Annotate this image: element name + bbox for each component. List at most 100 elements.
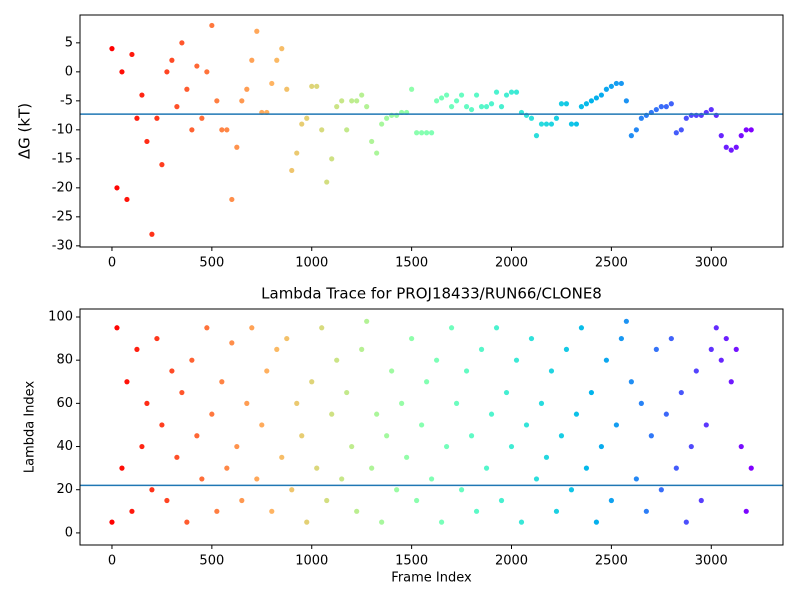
point <box>558 433 565 439</box>
y-tick-label: -15 <box>52 151 73 166</box>
point <box>309 379 315 385</box>
point <box>433 357 440 363</box>
point <box>563 346 570 352</box>
point <box>628 133 634 139</box>
x-tick-label: 2000 <box>495 256 528 271</box>
point <box>304 519 310 525</box>
point <box>389 368 395 374</box>
point <box>663 411 669 417</box>
point <box>718 133 724 139</box>
point <box>254 476 260 482</box>
point <box>154 115 160 121</box>
point <box>438 95 445 101</box>
point <box>693 368 699 374</box>
point <box>673 465 679 471</box>
point <box>109 519 115 525</box>
point <box>369 465 375 471</box>
point <box>513 89 520 95</box>
point <box>448 325 455 331</box>
point <box>653 106 659 113</box>
point <box>468 106 475 113</box>
point <box>424 379 430 385</box>
x-tick-label: 500 <box>199 256 224 271</box>
point <box>443 443 450 450</box>
point <box>184 519 190 525</box>
point <box>528 335 535 342</box>
axes-frame <box>79 308 784 546</box>
point <box>369 138 375 145</box>
point <box>199 476 205 482</box>
point <box>179 389 185 396</box>
point <box>623 98 629 104</box>
point <box>703 422 709 428</box>
point <box>364 104 370 110</box>
point <box>598 443 605 450</box>
point <box>613 80 619 87</box>
point <box>483 104 490 110</box>
point <box>533 133 540 139</box>
point <box>234 443 240 450</box>
point <box>748 465 754 471</box>
point <box>618 335 624 342</box>
point <box>219 127 225 133</box>
point <box>463 104 470 110</box>
point <box>548 121 555 127</box>
x-tick-label: 3000 <box>695 256 728 271</box>
point <box>329 156 335 162</box>
point <box>503 92 510 98</box>
x-axis-label: Frame Index <box>391 571 472 586</box>
point <box>419 130 425 136</box>
point <box>653 346 659 352</box>
point <box>114 185 120 191</box>
point <box>189 357 195 363</box>
point <box>738 133 744 139</box>
point <box>249 57 255 63</box>
point <box>728 379 734 385</box>
point <box>194 433 200 439</box>
point <box>254 28 260 34</box>
point <box>354 508 360 514</box>
point <box>189 127 195 133</box>
point <box>558 101 565 107</box>
y-tick-label: 20 <box>56 482 73 497</box>
point <box>518 519 525 525</box>
point <box>134 115 140 121</box>
y-axis-label: ΔG (kT) <box>16 103 34 159</box>
point <box>708 346 714 352</box>
point <box>279 454 285 460</box>
point <box>583 465 590 471</box>
y-tick-label: 40 <box>56 439 73 454</box>
point <box>414 497 420 504</box>
point <box>488 411 495 417</box>
point <box>174 104 180 110</box>
y-tick-label: -20 <box>52 180 73 195</box>
y-tick-label: 0 <box>65 525 73 540</box>
point <box>124 196 130 203</box>
point <box>673 130 679 136</box>
point <box>214 508 220 514</box>
point <box>573 121 580 127</box>
point <box>643 508 649 514</box>
point <box>593 95 600 101</box>
x-tick-label: 3000 <box>695 554 728 569</box>
point <box>129 51 135 58</box>
point <box>568 487 575 493</box>
point <box>733 346 739 352</box>
point <box>284 86 290 92</box>
point <box>364 318 370 324</box>
point <box>433 98 440 104</box>
point <box>468 433 475 439</box>
point <box>453 400 460 406</box>
point <box>553 115 560 121</box>
point <box>528 115 535 121</box>
point <box>239 497 245 504</box>
point <box>384 433 390 439</box>
point <box>229 196 235 203</box>
point <box>648 433 654 439</box>
point <box>513 357 520 363</box>
point <box>743 127 749 133</box>
point <box>119 465 125 471</box>
point <box>538 121 545 127</box>
point <box>349 443 355 450</box>
point <box>224 465 230 471</box>
